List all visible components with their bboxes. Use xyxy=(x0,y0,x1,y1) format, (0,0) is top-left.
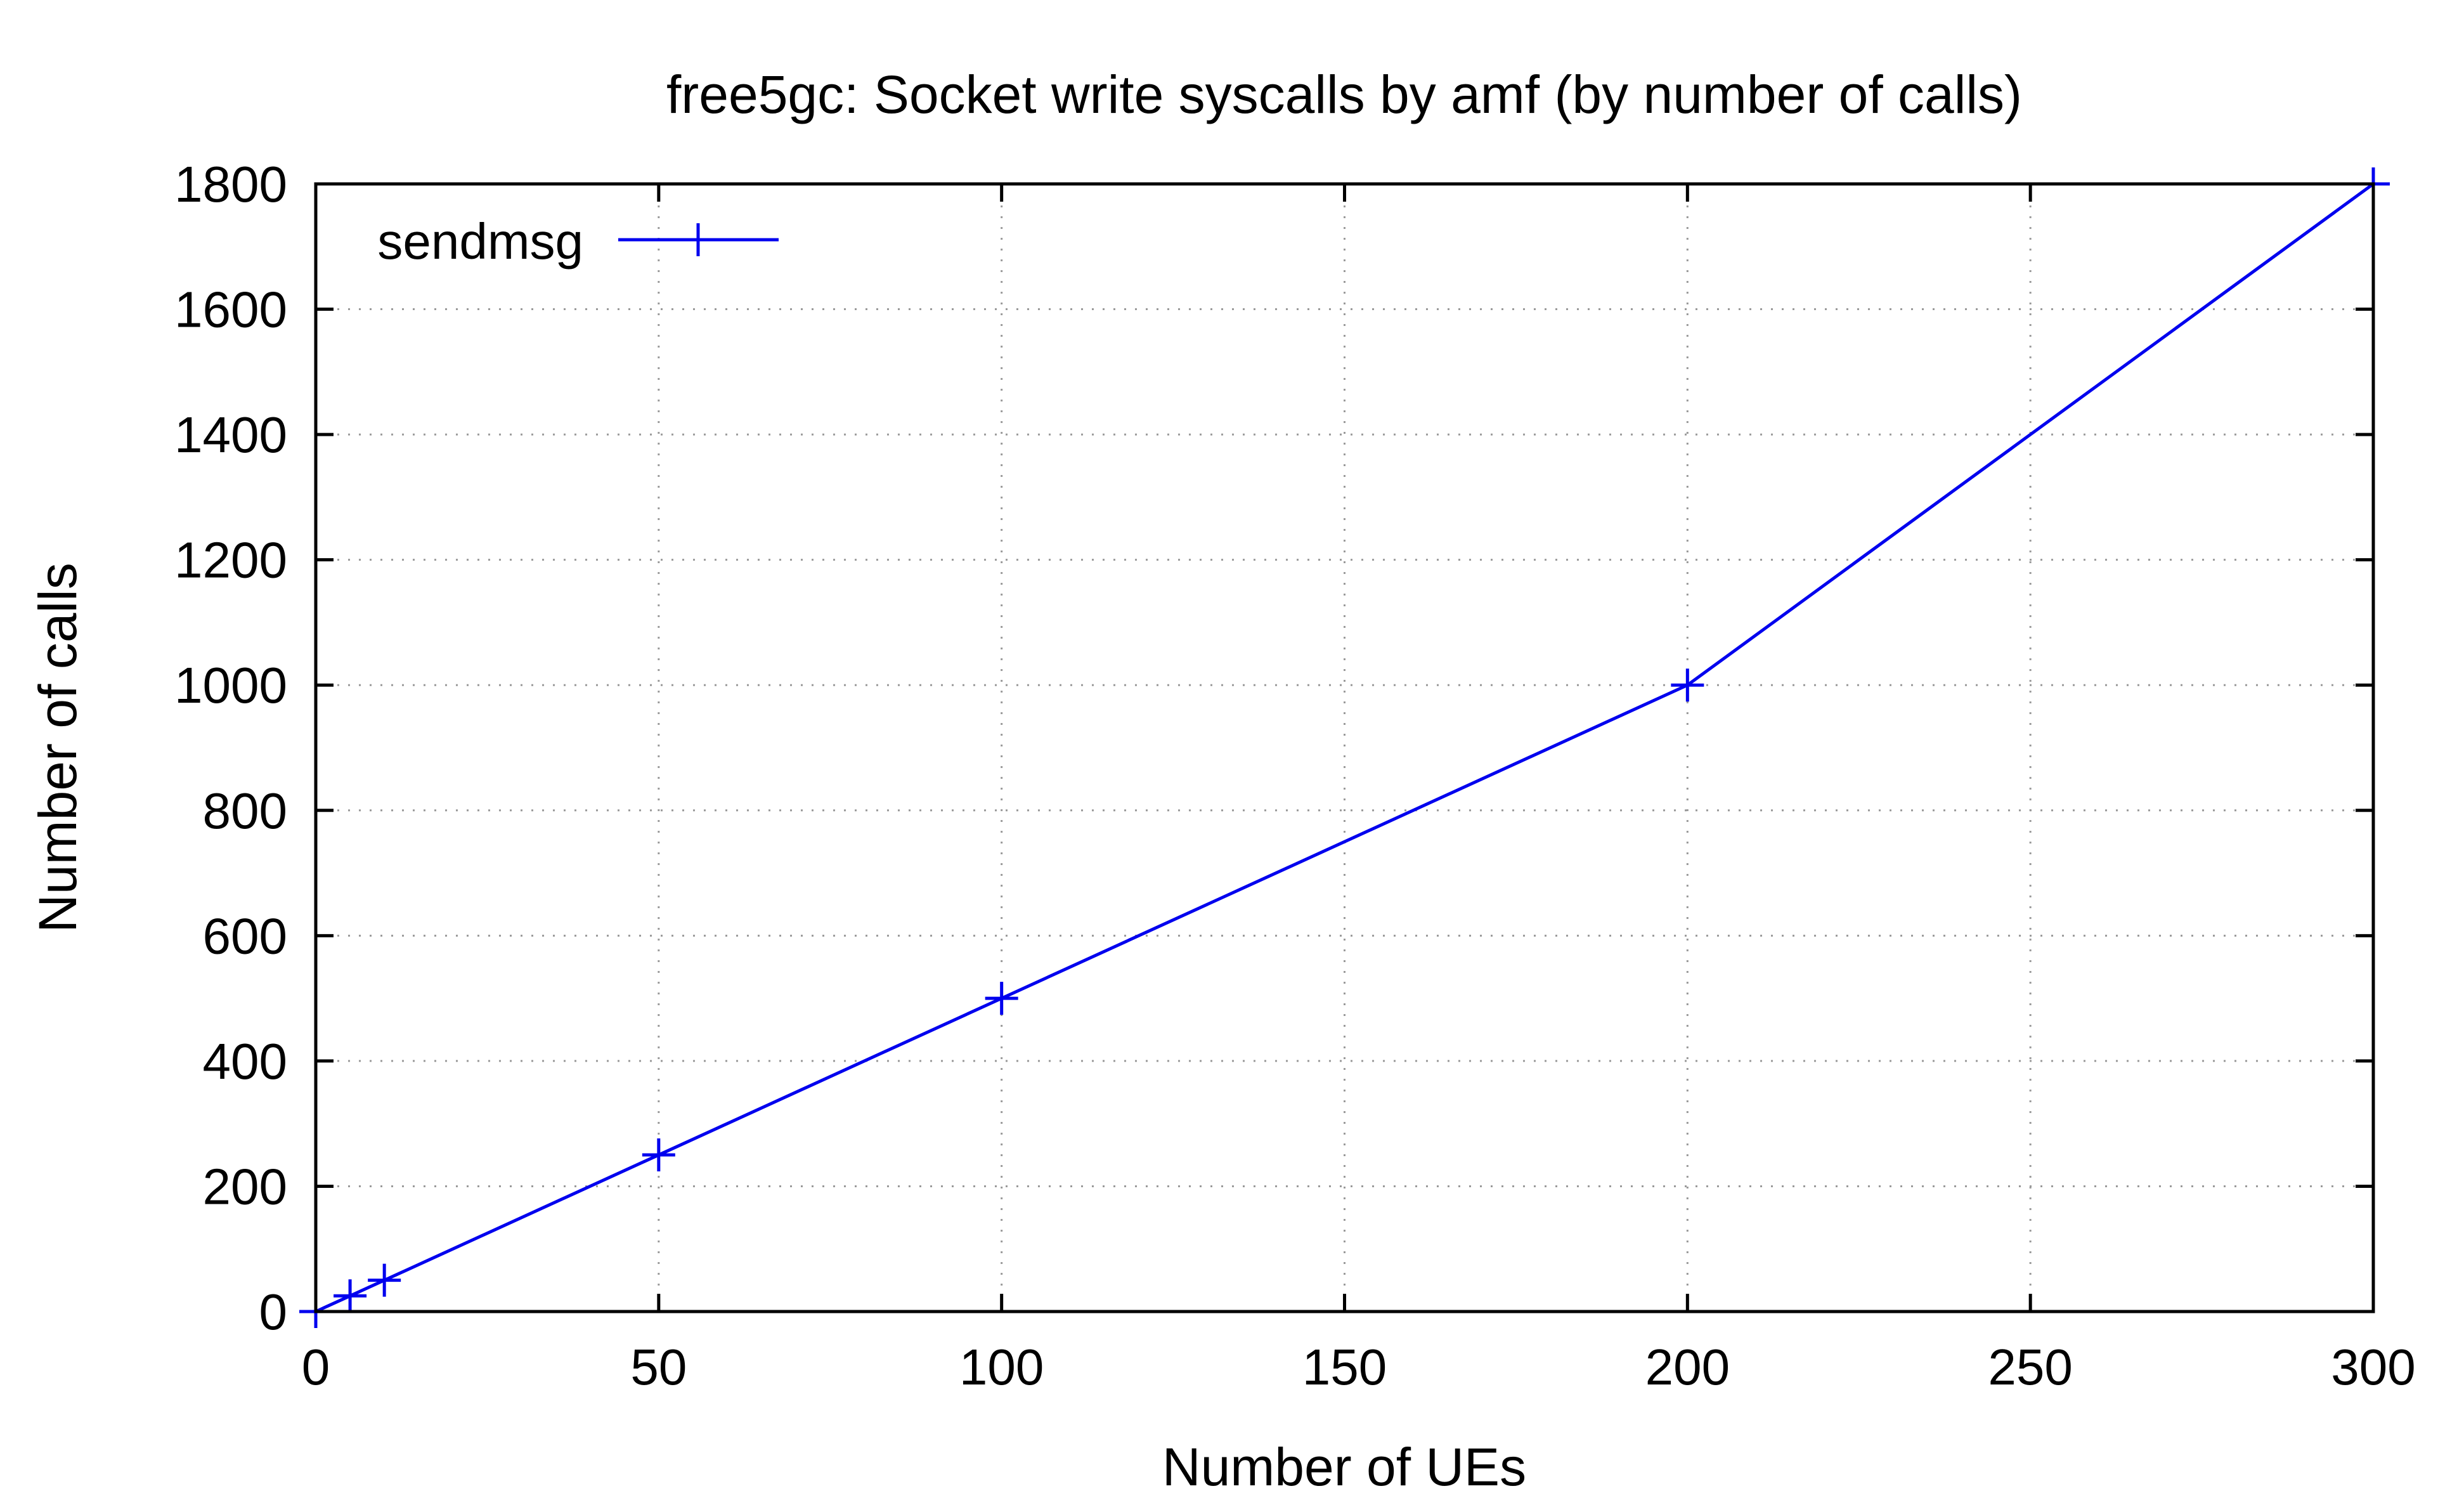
y-tick-label: 1600 xyxy=(174,282,287,338)
x-tick-label: 300 xyxy=(2331,1339,2415,1395)
grid xyxy=(316,184,2373,1312)
y-tick-label: 1800 xyxy=(174,156,287,212)
legend-label-sendmsg: sendmsg xyxy=(377,213,583,270)
x-tick-label: 200 xyxy=(1645,1339,1730,1395)
y-tick-label: 800 xyxy=(203,783,287,839)
x-tick-label: 250 xyxy=(1988,1339,2072,1395)
y-tick-label: 1000 xyxy=(174,657,287,713)
y-tick-label: 600 xyxy=(203,908,287,964)
data-point xyxy=(642,1138,675,1172)
plot-frame xyxy=(314,182,2375,1313)
series-line-sendmsg xyxy=(314,182,2375,1313)
x-tick-label: 100 xyxy=(959,1339,1044,1395)
chart-title: free5gc: Socket write syscalls by amf (b… xyxy=(666,65,2022,124)
y-axis-label: Number of calls xyxy=(28,563,88,933)
data-point xyxy=(368,1263,401,1297)
data-point xyxy=(334,1279,367,1313)
data-point xyxy=(985,982,1018,1015)
x-tick-label: 50 xyxy=(630,1339,687,1395)
data-point xyxy=(1671,668,1704,702)
x-tick-label: 150 xyxy=(1302,1339,1387,1395)
y-tick-label: 400 xyxy=(203,1033,287,1090)
x-tick-label: 0 xyxy=(302,1339,330,1395)
y-tick-label: 1400 xyxy=(174,407,287,463)
x-tick-labels: 0 50 100 150 200 250 300 xyxy=(302,1339,2416,1395)
x-axis-label: Number of UEs xyxy=(1162,1437,1526,1497)
y-tick-label: 0 xyxy=(259,1284,288,1340)
axis-ticks xyxy=(314,182,2375,1313)
legend-marker-sendmsg xyxy=(682,223,715,256)
y-tick-label: 1200 xyxy=(174,532,287,589)
legend-marker-plus xyxy=(682,223,715,256)
series xyxy=(299,167,2390,1328)
y-tick-labels: 0 200 400 600 800 1000 1200 1400 1600 1800 xyxy=(174,156,287,1340)
y-tick-label: 200 xyxy=(203,1158,287,1215)
legend: sendmsg xyxy=(377,213,779,270)
